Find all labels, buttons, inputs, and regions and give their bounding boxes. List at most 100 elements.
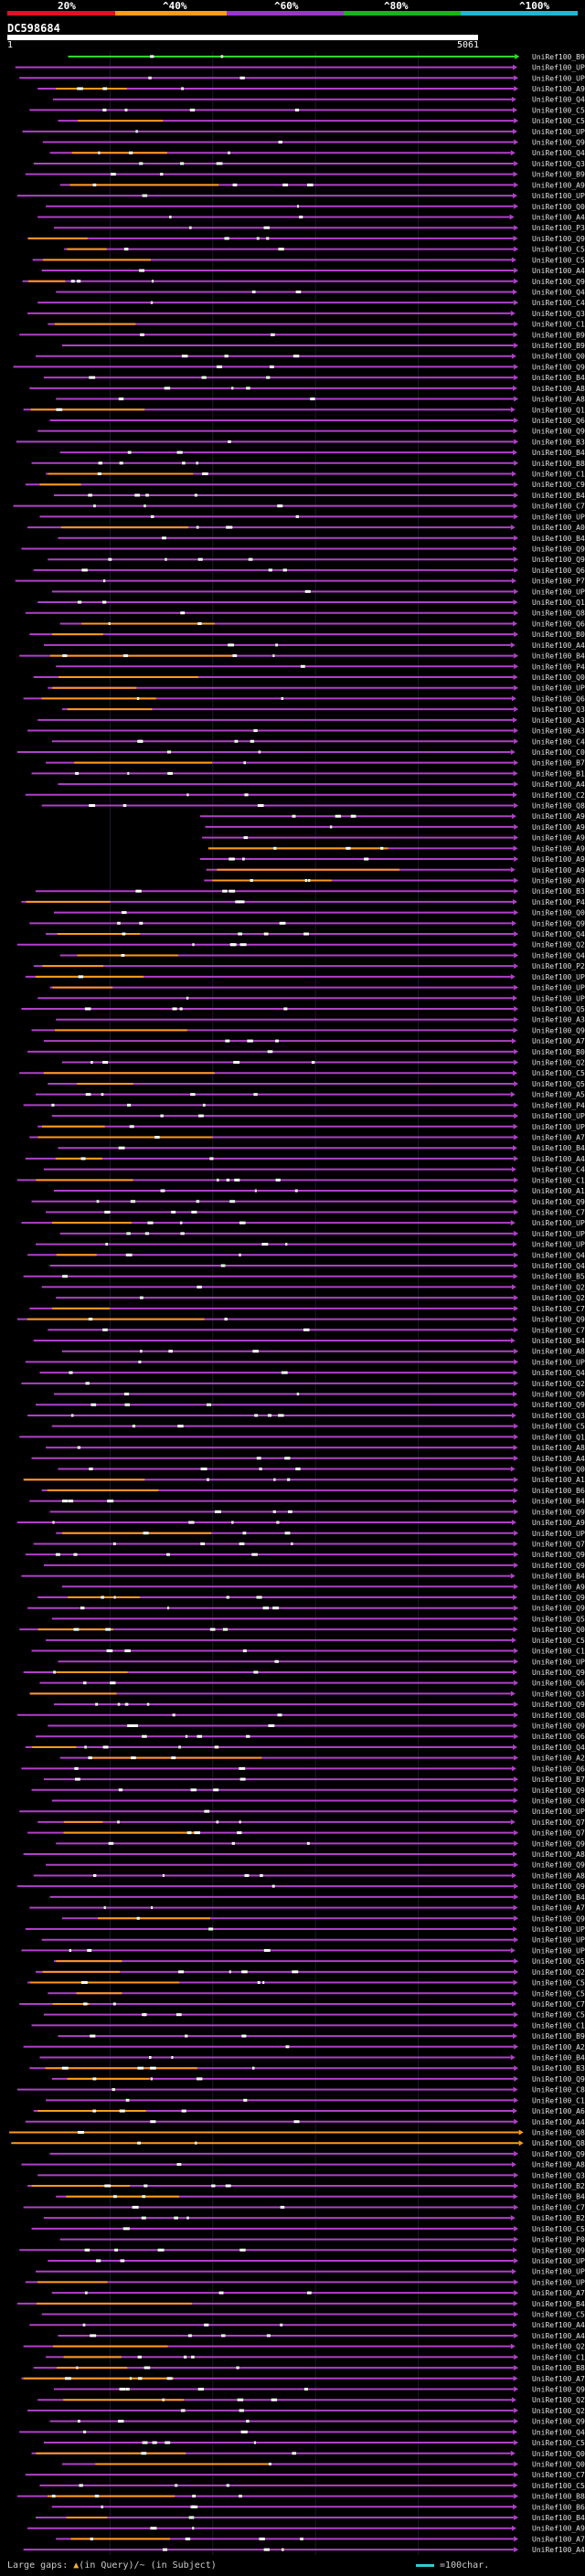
- hit-row[interactable]: UniRef100_UP1000...: [25, 973, 585, 981]
- hit-row[interactable]: UniRef100_B7FK12: [43, 1776, 585, 1784]
- hit-label[interactable]: UniRef100_B0SCJ0: [532, 1048, 585, 1056]
- hit-label[interactable]: UniRef100_A7J7Q2: [532, 1134, 585, 1142]
- hit-label[interactable]: UniRef100_C5Y721: [532, 117, 585, 125]
- hit-row[interactable]: UniRef100_B3MGC2: [35, 887, 585, 896]
- hit-row[interactable]: UniRef100_B8I3W7: [31, 460, 585, 468]
- hit-row[interactable]: UniRef100_C1FEF3: [31, 2021, 585, 2030]
- hit-row[interactable]: UniRef100_C7J2A5: [29, 1305, 585, 1313]
- hit-row[interactable]: UniRef100_Q9Z4B1: [48, 556, 585, 564]
- hit-label[interactable]: UniRef100_B4FWS9: [532, 2514, 585, 2522]
- hit-label[interactable]: UniRef100_A9PAH7: [532, 181, 585, 189]
- hit-row[interactable]: UniRef100_C5N9M7: [31, 2225, 585, 2233]
- hit-row[interactable]: UniRef100_C7YQZ7: [19, 2000, 585, 2009]
- hit-row[interactable]: UniRef100_B3QTX5: [16, 438, 585, 446]
- hit-label[interactable]: UniRef100_Q4V3V2: [532, 951, 585, 959]
- hit-label[interactable]: UniRef100_Q39353: [532, 1412, 585, 1420]
- hit-label[interactable]: UniRef100_Q3HTK5: [532, 160, 585, 168]
- hit-label[interactable]: UniRef100_B1HC01: [532, 769, 585, 778]
- hit-row[interactable]: UniRef100_A1RNK9: [53, 1187, 585, 1195]
- hit-row[interactable]: UniRef100_Q2Z9R0: [16, 941, 585, 949]
- hit-row[interactable]: UniRef100_C4P0T2: [37, 299, 585, 307]
- hit-row[interactable]: UniRef100_Q2WDA9: [37, 2396, 585, 2404]
- hit-label[interactable]: UniRef100_UP1000...: [532, 1230, 585, 1238]
- hit-row[interactable]: UniRef100_B0YJH4: [29, 631, 585, 639]
- hit-label[interactable]: UniRef100_A7ST41: [532, 2375, 585, 2383]
- hit-row[interactable]: UniRef100_C7KZD9: [23, 2203, 585, 2211]
- hit-label[interactable]: UniRef100_A8DJ11: [532, 1444, 585, 1452]
- hit-label[interactable]: UniRef100_A4S1Y9: [532, 213, 585, 221]
- hit-label[interactable]: UniRef100_C9FJF1: [532, 481, 585, 489]
- hit-label[interactable]: UniRef100_B4IM71: [532, 652, 585, 661]
- hit-label[interactable]: UniRef100_Q512R0: [532, 1080, 585, 1088]
- hit-label[interactable]: UniRef100_Q07PB7: [532, 909, 585, 917]
- hit-label[interactable]: UniRef100_Q9LGH4: [532, 278, 585, 286]
- hit-row[interactable]: UniRef100_Q9HRT7: [21, 545, 585, 553]
- hit-row[interactable]: UniRef100_B4IYK7: [49, 1893, 585, 1902]
- hit-row[interactable]: UniRef100_Q41719: [46, 930, 585, 938]
- hit-row[interactable]: UniRef100_Q84ZL4-2: [9, 2128, 585, 2136]
- hit-row[interactable]: UniRef100_P41777: [23, 1101, 585, 1109]
- hit-row[interactable]: UniRef100_Q9E1Y7: [37, 1594, 585, 1602]
- hit-row[interactable]: UniRef100_UP1000...: [37, 1123, 585, 1131]
- hit-label[interactable]: UniRef100_UP1000...: [532, 128, 585, 136]
- hit-label[interactable]: UniRef100_C5XX46: [532, 106, 585, 114]
- hit-label[interactable]: UniRef100_C1FEF3: [532, 2021, 585, 2030]
- hit-row[interactable]: UniRef100_B4VB00: [58, 1144, 585, 1152]
- hit-label[interactable]: UniRef100_A8JFD4: [532, 396, 585, 404]
- hit-row[interactable]: UniRef100_Q9HTK2: [46, 1861, 585, 1870]
- hit-row[interactable]: UniRef100_UP1000...: [16, 192, 585, 200]
- hit-label[interactable]: UniRef100_Q9FMY7: [532, 1839, 585, 1848]
- hit-label[interactable]: UniRef100_Q9LE77: [532, 1562, 585, 1570]
- hit-row[interactable]: UniRef100_A8DJ11: [46, 1444, 585, 1452]
- hit-row[interactable]: UniRef100_A9P3B8: [205, 823, 585, 832]
- hit-row[interactable]: UniRef100_UP1000...: [51, 588, 585, 596]
- hit-label[interactable]: UniRef100_C7VB75: [532, 1326, 585, 1334]
- hit-row[interactable]: UniRef100_Q63UQ5: [59, 620, 585, 628]
- hit-row[interactable]: UniRef100_C8V9V5: [16, 2086, 585, 2094]
- hit-label[interactable]: UniRef100_Q9W3C1: [532, 1508, 585, 1516]
- hit-row[interactable]: UniRef100_Q1HHJ2: [37, 599, 585, 607]
- hit-row[interactable]: UniRef100_UP1000...: [21, 1219, 585, 1227]
- hit-row[interactable]: UniRef100_Q9HKP3: [61, 1914, 585, 1923]
- hit-row[interactable]: UniRef100_Q3HTK5: [33, 160, 585, 168]
- hit-row[interactable]: UniRef100_Q1DJJ4: [19, 1433, 585, 1441]
- hit-label[interactable]: UniRef100_C1FGW1: [532, 471, 585, 479]
- hit-label[interactable]: UniRef100_Q9D9W0: [532, 1026, 585, 1034]
- hit-row[interactable]: UniRef100_Q4V4Y7: [27, 1251, 585, 1259]
- hit-label[interactable]: UniRef100_Q63UQ5: [532, 620, 585, 628]
- hit-row[interactable]: UniRef100_A4S8S0: [23, 2546, 585, 2554]
- hit-label[interactable]: UniRef100_A3R9P1: [532, 1016, 585, 1024]
- hit-row[interactable]: UniRef100_A4LPZ2: [58, 780, 585, 789]
- hit-label[interactable]: UniRef100_C7KZD9: [532, 2203, 585, 2211]
- hit-label[interactable]: UniRef100_Q4I848: [532, 2428, 585, 2436]
- hit-row[interactable]: UniRef100_C1GT88: [46, 2096, 585, 2104]
- hit-row[interactable]: UniRef100_C7VB75: [48, 1326, 585, 1334]
- hit-row[interactable]: UniRef100_C0NQ83: [51, 1797, 585, 1805]
- hit-row[interactable]: UniRef100_UP1000...: [25, 1925, 585, 1934]
- hit-label[interactable]: UniRef100_UP1000...: [532, 1925, 585, 1934]
- hit-label[interactable]: UniRef100_Q9LTG9: [532, 2246, 585, 2254]
- hit-row[interactable]: UniRef100_P41479: [21, 898, 585, 906]
- hit-label[interactable]: UniRef100_A9P3B7: [532, 834, 585, 843]
- hit-label[interactable]: UniRef100_Q2J5M5: [532, 2407, 585, 2415]
- hit-row[interactable]: UniRef100_Q39353: [27, 1412, 585, 1420]
- hit-label[interactable]: UniRef100_C7T8X8: [532, 503, 585, 511]
- hit-label[interactable]: UniRef100_A8NIH1: [532, 1348, 585, 1356]
- hit-row[interactable]: UniRef100_A1SR35: [23, 1476, 585, 1484]
- hit-label[interactable]: UniRef100_B4FB57: [532, 374, 585, 382]
- hit-row[interactable]: UniRef100_A4S1A8: [29, 2321, 585, 2329]
- hit-row[interactable]: UniRef100_Q41645: [49, 149, 585, 157]
- hit-label[interactable]: UniRef100_Q9E1Y7: [532, 1594, 585, 1602]
- hit-label[interactable]: UniRef100_Q0GYD6: [532, 2460, 585, 2468]
- hit-label[interactable]: UniRef100_A5J790: [532, 1091, 585, 1099]
- hit-row[interactable]: UniRef100_UP1000...: [37, 994, 585, 1002]
- hit-row[interactable]: UniRef100_A4RW15: [58, 2332, 585, 2340]
- hit-label[interactable]: UniRef100_B4B649: [532, 2193, 585, 2201]
- hit-row[interactable]: UniRef100_A3R9P1: [56, 1016, 585, 1024]
- hit-label[interactable]: UniRef100_A3NRZ1: [532, 716, 585, 725]
- hit-row[interactable]: UniRef100_Q07PB7: [53, 909, 585, 917]
- hit-row[interactable]: UniRef100_A9P3B6: [207, 844, 585, 853]
- hit-row[interactable]: UniRef100_UP1000...: [21, 1946, 585, 1955]
- hit-label[interactable]: UniRef100_P41479: [532, 898, 585, 906]
- hit-row[interactable]: UniRef100_Q3JF33: [61, 705, 585, 714]
